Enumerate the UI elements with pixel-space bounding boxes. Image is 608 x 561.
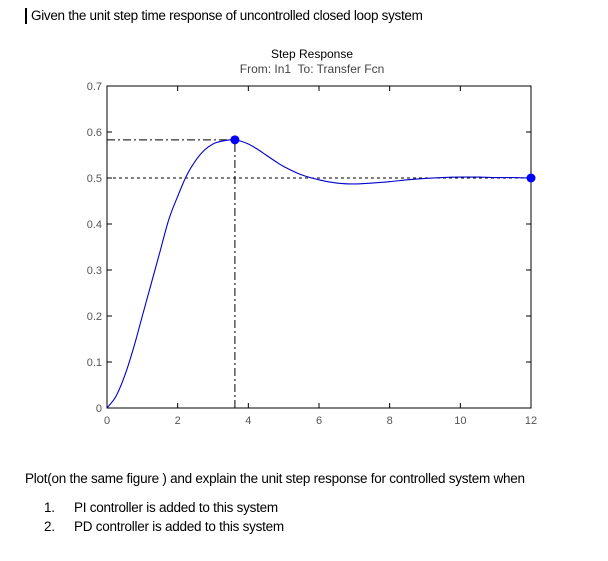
final-marker [526, 173, 536, 183]
chart-title: Step Response [271, 47, 353, 61]
x-tick-label: 12 [525, 415, 537, 427]
x-tick-label: 0 [104, 415, 110, 427]
list-item: 2. PD controller is added to this system [44, 519, 284, 538]
list-item-text: PI controller is added to this system [74, 500, 278, 515]
step-response-chart: Step Response From: In1 To: Transfer Fcn… [87, 47, 537, 427]
y-tick-label: 0.4 [87, 219, 102, 231]
y-tick-label: 0.2 [87, 311, 102, 323]
y-tick-label: 0 [96, 403, 102, 415]
x-tick-label: 8 [387, 415, 393, 427]
question-header: Given the unit step time response of unc… [31, 8, 423, 23]
x-tick-label: 2 [175, 415, 181, 427]
x-tick-label: 6 [316, 415, 322, 427]
y-tick-label: 0.5 [87, 173, 102, 185]
step-response-line [106, 139, 532, 409]
x-tick-label: 4 [245, 415, 251, 427]
chart-subtitle: From: In1 To: Transfer Fcn [240, 62, 385, 76]
y-tick-label: 0.7 [87, 81, 102, 93]
list-number: 2. [44, 519, 55, 534]
plot-frame [106, 85, 532, 409]
options-list: 1. PI controller is added to this system … [44, 500, 284, 538]
y-tick-label: 0.6 [87, 127, 102, 139]
x-tick-label: 10 [454, 415, 466, 427]
y-tick-label: 0.3 [87, 265, 102, 277]
peak-marker [230, 135, 240, 145]
question-prompt: Plot(on the same figure ) and explain th… [25, 471, 525, 486]
list-item: 1. PI controller is added to this system [44, 500, 284, 519]
text-cursor-icon [25, 8, 27, 24]
y-tick-label: 0.1 [87, 357, 102, 369]
list-item-text: PD controller is added to this system [74, 519, 284, 534]
list-number: 1. [44, 500, 55, 515]
